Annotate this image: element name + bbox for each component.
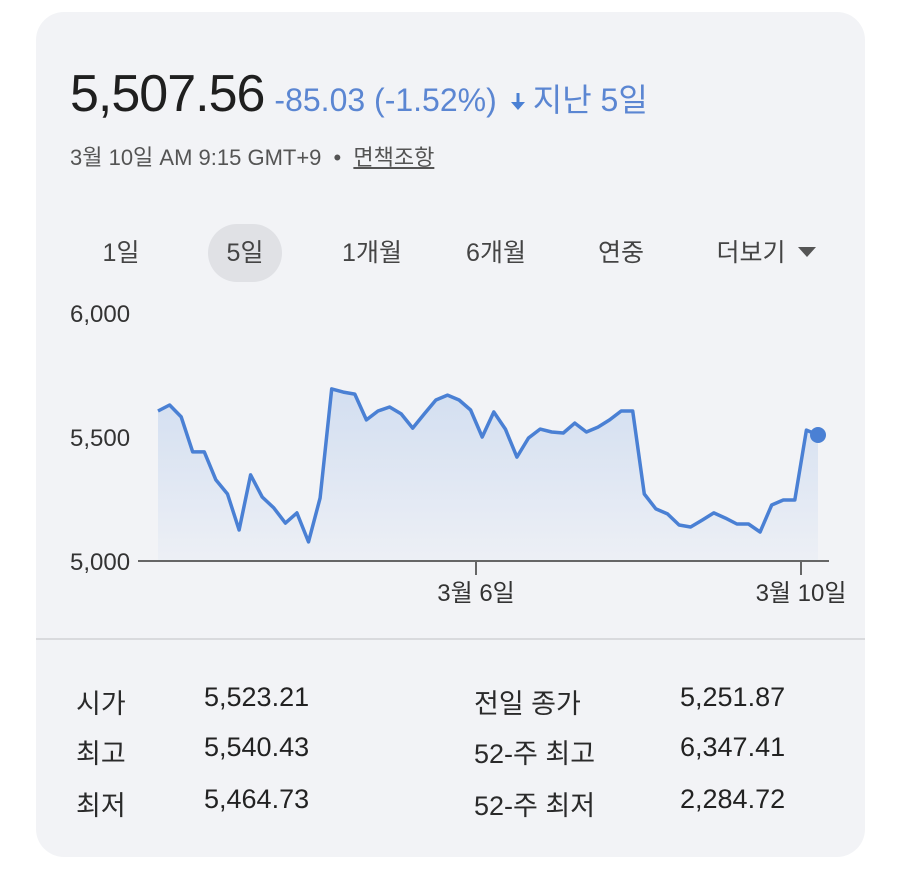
range-tabs: 1일 5일 1개월 6개월 연중 더보기 <box>36 224 865 284</box>
tab-label: 6개월 <box>466 239 526 267</box>
timestamp-row: 3월 10일 AM 9:15 GMT+9 • 면책조항 <box>70 140 434 172</box>
x-tick-label: 3월 6일 <box>437 580 515 607</box>
tab-1d[interactable]: 1일 <box>86 224 156 282</box>
tab-label: 5일 <box>226 239 264 267</box>
stat-label-prev-close: 전일 종가 <box>474 689 581 719</box>
tab-6m[interactable]: 6개월 <box>448 224 544 282</box>
current-price: 5,507.56 <box>70 65 265 123</box>
tab-label: 1일 <box>102 239 140 267</box>
stat-label-low: 최저 <box>76 791 126 821</box>
tab-more[interactable]: 더보기 <box>696 224 836 282</box>
stat-value-52w-low: 2,284.72 <box>680 784 786 814</box>
timestamp: 3월 10일 AM 9:15 GMT+9 <box>70 145 322 170</box>
price-change: -85.03 (-1.52%) <box>274 82 497 118</box>
tab-1m[interactable]: 1개월 <box>324 224 420 282</box>
x-tick-label: 3월 10일 <box>756 580 847 607</box>
stat-label-high: 최고 <box>76 739 126 769</box>
price-line <box>157 387 819 544</box>
area-fill <box>158 388 818 561</box>
tab-label: 연중 <box>597 239 644 267</box>
stat-label-52w-high: 52-주 최고 <box>474 739 596 769</box>
stat-value-prev-close: 5,251.87 <box>680 682 786 712</box>
stock-card: 5,507.56 -85.03 (-1.52%) 지난 5일 3월 10일 AM… <box>36 12 865 857</box>
disclaimer-link[interactable]: 면책조항 <box>353 145 435 170</box>
last-point-marker <box>810 427 826 444</box>
price-header: 5,507.56 -85.03 (-1.52%) 지난 5일 <box>70 64 648 124</box>
period-label: 지난 5일 <box>532 82 648 118</box>
y-tick-label: 5,500 <box>70 425 130 452</box>
tab-label: 더보기 <box>716 239 786 267</box>
divider <box>36 638 865 640</box>
caret-down-icon <box>797 247 816 257</box>
stat-value-52w-high: 6,347.41 <box>680 732 786 762</box>
separator: • <box>333 145 342 170</box>
y-tick-label: 6,000 <box>70 301 130 328</box>
stat-value-high: 5,540.43 <box>204 732 310 762</box>
stat-label-52w-low: 52-주 최저 <box>474 791 596 821</box>
stat-label-open: 시가 <box>76 689 126 719</box>
stat-value-open: 5,523.21 <box>204 682 310 712</box>
tab-ytd[interactable]: 연중 <box>581 224 661 282</box>
tab-5d[interactable]: 5일 <box>208 224 282 282</box>
price-chart[interactable]: 5,000 5,500 6,000 3월 6일 3월 10일 <box>36 292 865 632</box>
y-tick-label: 5,000 <box>70 549 130 576</box>
tab-label: 1개월 <box>342 239 402 267</box>
arrow-down-icon <box>509 91 527 113</box>
stat-value-low: 5,464.73 <box>204 784 310 814</box>
